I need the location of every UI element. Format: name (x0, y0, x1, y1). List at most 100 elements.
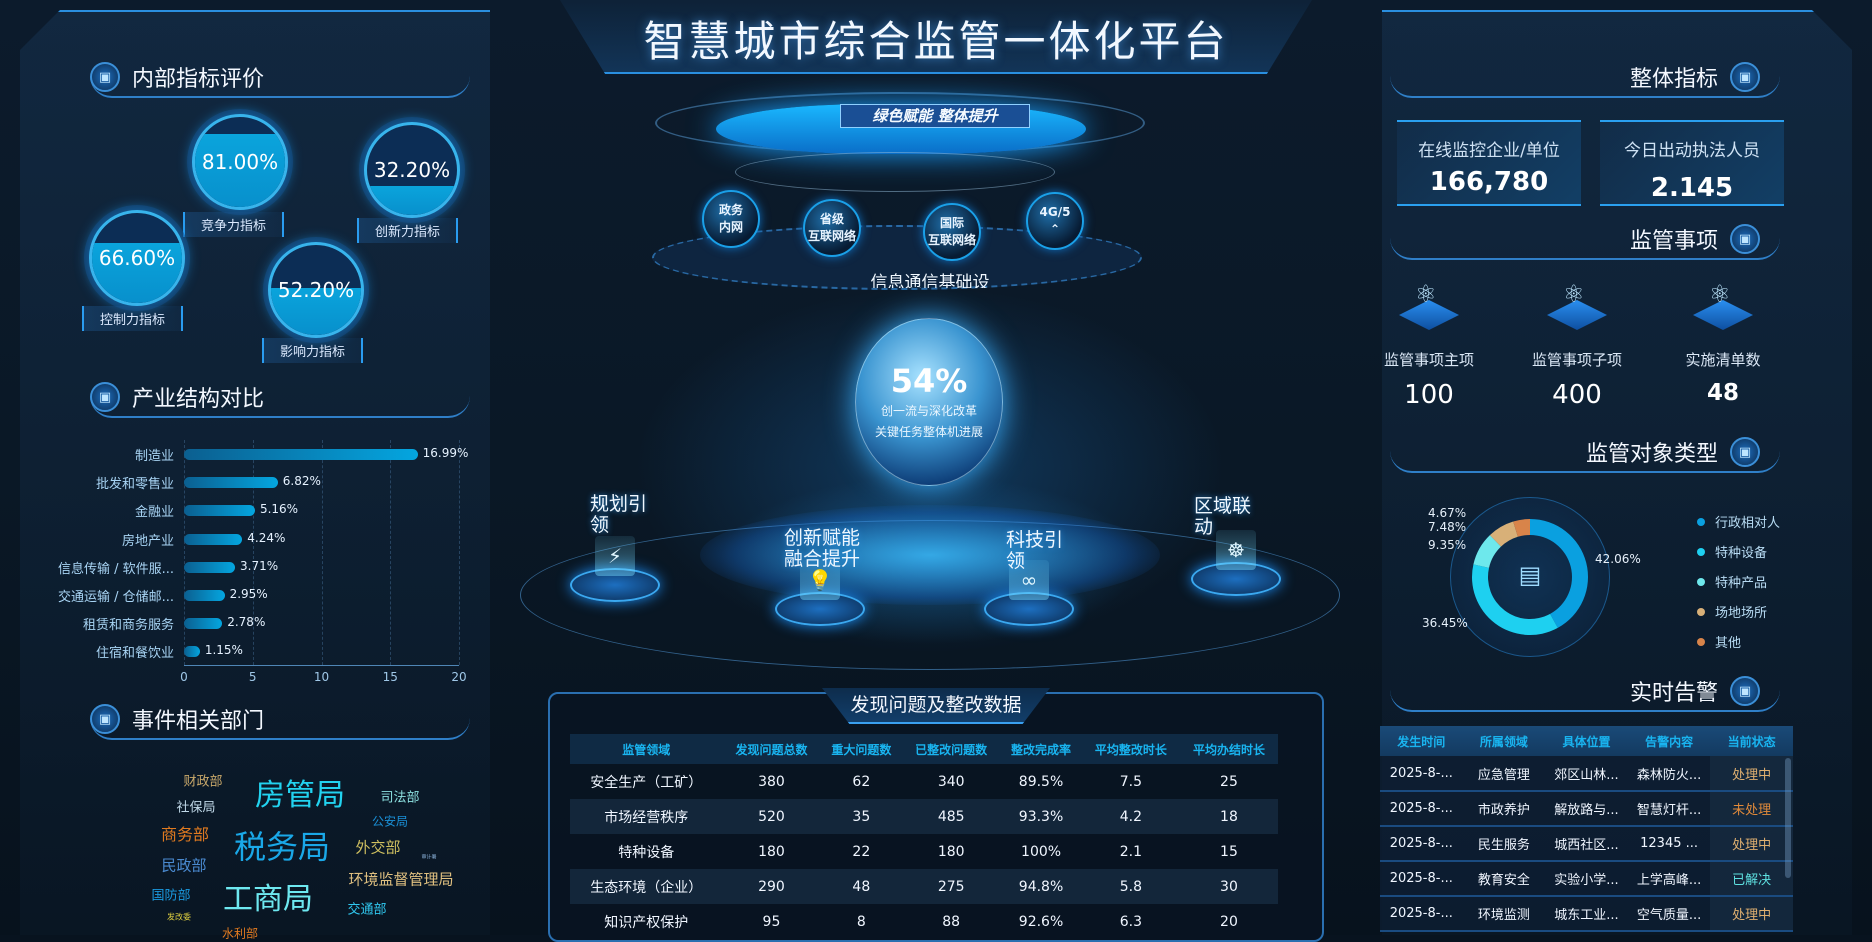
bar (184, 646, 200, 658)
department-word[interactable]: 社保局 (176, 800, 216, 816)
label-line: 规划引 (590, 493, 648, 515)
table-cell: 48 (820, 869, 903, 904)
table-row: 市场经营秩序 520 35 485 93.3% 4.2 18 (570, 799, 1278, 834)
monitor-icon: ▣ (1730, 62, 1760, 92)
table-cell: 2025-8-... (1380, 896, 1463, 932)
table-cell: 20 (1220, 913, 1238, 930)
section-items: 监管事项 ▣ (1390, 220, 1780, 260)
page-title: 智慧城市综合监管一体化平台 (643, 17, 1229, 66)
bar-category-label: 房地产业 (121, 533, 174, 549)
section-title: 监管事项 (1629, 229, 1718, 254)
table-cell: 智慧灯杆... (1627, 791, 1711, 827)
alert-row[interactable]: 2025-8-... 市政养护 解放路与... 智慧灯杆... 未处理 (1380, 791, 1793, 827)
item-label: 实施清单数 (1685, 351, 1761, 369)
table-cell: 94.8% (1000, 869, 1082, 904)
alert-row[interactable]: 2025-8-... 民生服务 城西社区... 12345 ... 处理中 (1380, 826, 1793, 862)
bar (184, 618, 223, 630)
x-axis (184, 665, 459, 666)
object-type-donut (1472, 519, 1588, 635)
department-word[interactable]: 司法部 (380, 790, 420, 806)
banner: 绿色赋能 整体提升 (840, 104, 1030, 128)
department-word[interactable]: 民政部 (161, 856, 207, 875)
department-word[interactable]: 财政部 (183, 774, 223, 790)
department-word[interactable]: 环境监督管理局 (348, 870, 454, 889)
legend-item[interactable]: 特种产品 (1697, 572, 1767, 591)
alert-row[interactable]: 2025-8-... 应急管理 郊区山林... 森林防火... 处理中 (1380, 756, 1793, 792)
donut-slice-0[interactable] (1530, 519, 1588, 628)
network-bubble: 政务 内网 (702, 190, 760, 248)
column-header: 监管领域 (570, 734, 723, 764)
table-cell: 89.5% (1018, 773, 1064, 790)
department-word[interactable]: 国防部 (151, 888, 191, 904)
legend-item[interactable]: 场地场所 (1697, 602, 1767, 621)
department-word[interactable]: 商务部 (160, 825, 210, 844)
monitor-icon: ▣ (90, 704, 120, 734)
gauge-label: 创新力指标 (357, 218, 459, 243)
donut-slice-1[interactable] (1472, 564, 1558, 635)
bar (184, 561, 235, 573)
table-cell: 知识产权保护 (604, 914, 689, 931)
department-word[interactable]: 水利部 (221, 926, 259, 941)
department-word[interactable]: 交通部 (347, 902, 387, 918)
bar-value-label: 16.99% (422, 446, 469, 460)
legend-item[interactable]: 行政相对人 (1697, 512, 1780, 531)
x-tick-label: 15 (382, 670, 398, 684)
section-title: 监管对象类型 (1585, 442, 1718, 467)
bar-category-label: 批发和零售业 (95, 477, 174, 493)
legend-item[interactable]: 其他 (1697, 632, 1741, 651)
grid-line (390, 440, 392, 665)
table-cell: 8 (856, 913, 866, 930)
status-badge: 处理中 (1710, 826, 1793, 862)
platform-pedestal: 💡 (775, 560, 865, 626)
department-word[interactable]: 房管局 (255, 778, 345, 813)
donut-label: 42.06% (1595, 552, 1641, 566)
table-cell: 2025-8-... (1380, 756, 1463, 792)
department-word[interactable]: 审计署 (421, 854, 437, 861)
table-cell: 6.3 (1119, 913, 1143, 930)
molecule-glyph: ⚛ (1563, 280, 1585, 308)
section-title: 事件相关部门 (132, 709, 265, 734)
table-cell: 2025-8-... (1380, 826, 1463, 862)
section-industry-structure: ▣ 产业结构对比 (90, 378, 470, 418)
globe-line1: 创一流与深化改革 (880, 404, 977, 418)
department-word[interactable]: 公安局 (371, 814, 409, 829)
table-cell: 100% (1021, 843, 1062, 860)
card-enforcement-staff: 今日出动执法人员 2.145 (1600, 120, 1784, 206)
section-object-types: 监管对象类型 ▣ (1390, 433, 1780, 473)
table-cell: 教育安全 (1462, 861, 1546, 897)
legend-item[interactable]: 特种设备 (1697, 542, 1767, 561)
table-cell: 安全生产（工矿） (590, 774, 703, 791)
gauge-2: 66.60% (89, 210, 185, 306)
department-word[interactable]: 税务局 (233, 828, 331, 866)
donut-slice-3[interactable] (1489, 521, 1518, 547)
column-header: 平均整改时长 (1081, 734, 1180, 764)
label-line: 国际 (939, 216, 964, 230)
table-cell: 上学高峰... (1627, 861, 1711, 897)
department-word[interactable]: 外交部 (355, 838, 401, 857)
bar (184, 477, 278, 489)
table-row: 生态环境（企业） 290 48 275 94.8% 5.8 30 (570, 869, 1278, 904)
bar-category-label: 住宿和餐饮业 (95, 646, 174, 662)
molecule-icon: ⚛ (1537, 278, 1617, 338)
legend-label: 特种产品 (1715, 576, 1768, 591)
donut-slice-2[interactable] (1473, 535, 1501, 568)
department-word[interactable]: 发改委 (167, 912, 191, 922)
donut-slice-4[interactable] (1513, 519, 1530, 537)
column-header: 平均办结时长 (1179, 734, 1278, 764)
platform-label: 创新赋能 融合提升 (784, 528, 860, 570)
table-cell: 520 (722, 799, 821, 834)
section-alerts: 实时告警 ▣ (1390, 672, 1780, 712)
donut-label: 9.35% (1428, 538, 1467, 552)
table-cell: 森林防火... (1627, 756, 1711, 792)
bar-value-label: 3.71% (240, 558, 279, 573)
table-cell: 88 (942, 913, 961, 930)
alert-row[interactable]: 2025-8-... 环境监测 城东工业... 空气质量... 处理中 (1380, 896, 1793, 932)
table-cell: 实验小学... (1545, 861, 1628, 897)
center-glow (700, 505, 1160, 605)
alerts-scrollbar[interactable] (1785, 758, 1791, 878)
department-word[interactable]: 工商局 (223, 882, 313, 917)
legend-dot (1697, 577, 1705, 586)
column-header: 发生时间 (1380, 726, 1463, 756)
legend-label: 场地场所 (1715, 606, 1768, 621)
alert-row[interactable]: 2025-8-... 教育安全 实验小学... 上学高峰... 已解决 (1380, 861, 1793, 897)
